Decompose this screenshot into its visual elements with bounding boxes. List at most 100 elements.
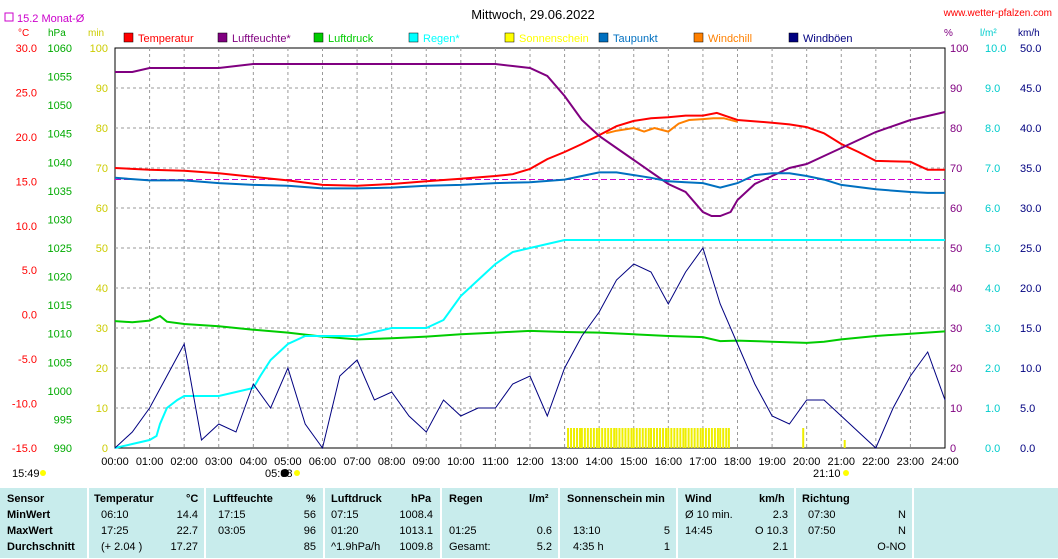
stats-col-hum [206,488,323,558]
stats-cell-rain-t: 01:25 [449,525,477,537]
stats-col-sensor [0,488,87,558]
tick-label-press: 1020 [48,272,72,284]
tick-label-wind: 25.0 [1020,243,1041,255]
moon-icon [281,469,289,477]
stats-cell-temp-t: 17:25 [101,525,129,537]
tick-label-pct: 60 [950,203,962,215]
stats-header-hum: Luftfeuchte [213,493,273,505]
stats-cell-sun-v: 1 [663,541,670,553]
stats-cell-sun-v: 5 [663,525,670,537]
stats-header-rain-unit: l/m² [529,493,549,505]
tick-label-min: 80 [96,123,108,135]
tick-label-time: 18:00 [724,456,752,468]
stats-header-wind: Wind [685,493,712,505]
tick-label-rain: 1.0 [985,403,1000,415]
unit-min: min [88,28,104,39]
stats-cell-wind-v: O 10.3 [754,525,788,537]
series-line-windb-en [114,246,946,450]
tick-label-wind: 5.0 [1020,403,1035,415]
stats-row-label: MinWert [7,509,51,521]
tick-label-min: 50 [96,243,108,255]
tick-label-time: 04:00 [240,456,268,468]
tick-label-time: 23:00 [897,456,925,468]
stats-header-wind-unit: km/h [759,493,785,505]
tick-label-pct: 80 [950,123,962,135]
legend-label: Luftfeuchte* [232,33,291,45]
sunset-icon [843,470,849,476]
stats-cell-dir-t: 07:30 [808,509,836,521]
stats-header-temp-unit: °C [186,493,199,505]
tick-label-time: 00:00 [101,456,129,468]
legend-swatch [504,32,515,43]
tick-label-pct: 0 [950,443,956,455]
stats-cell-rain-v: 5.2 [536,541,552,553]
series-line-taupunkt [114,171,945,194]
tick-label-press: 1055 [48,72,72,84]
tick-label-pct: 50 [950,243,962,255]
tick-label-rain: 5.0 [985,243,1000,255]
tick-label-temp: 15.0 [16,176,37,188]
tick-label-rain: 3.0 [985,323,1000,335]
tick-label-time: 07:00 [343,456,371,468]
sunset-label: 21:10 [813,468,841,480]
tick-label-rain: 0.0 [985,443,1000,455]
stats-col-temp [89,488,204,558]
tick-label-press: 1030 [48,214,72,226]
unit-pct: % [944,28,953,39]
tick-label-min: 0 [102,443,108,455]
tick-label-wind: 45.0 [1020,83,1041,95]
series-line-regen [114,239,945,449]
legend-swatch [123,32,134,43]
series-line-luftfeuchte [115,63,946,217]
tick-label-time: 19:00 [758,456,786,468]
tick-label-time: 22:00 [862,456,890,468]
tick-label-time: 15:00 [620,456,648,468]
tick-label-pct: 70 [950,163,962,175]
unit-rain: l/m² [980,28,997,39]
legend-swatch [217,32,228,43]
tick-label-press: 1015 [48,300,72,312]
stats-cell-rain-t: Gesamt: [449,541,491,553]
stats-cell-press-v: 1009.8 [399,541,433,553]
tick-label-press: 1035 [48,186,72,198]
stats-cell-press-v: 1013.1 [399,525,433,537]
stats-cell-temp-t: (+ 2.04 ) [101,541,143,553]
legend-label: Temperatur [138,33,194,45]
weather-chart: 30.0 25.0 20.0 15.0 10.0 5.0 0.0 -5.0 -10.0 -15.0… [4,7,1052,480]
stats-col-wind [678,488,794,558]
tick-label-rain: 9.0 [985,83,1000,95]
tick-label-min: 40 [96,283,108,295]
tick-label-temp: 20.0 [16,132,37,144]
tick-label-press: 1045 [48,129,72,141]
tick-label-temp: 10.0 [16,221,37,233]
stats-cell-dir-v: N [898,509,906,521]
stats-cell-temp-v: 17.27 [170,541,198,553]
monat-label: 15.2 Monat-Ø [17,13,85,25]
tick-label-wind: 30.0 [1020,203,1041,215]
tick-label-time: 20:00 [793,456,821,468]
stats-cell-press-v: 1008.4 [399,509,433,521]
site-label: www.wetter-pfalzen.com [943,8,1052,19]
tick-label-time: 11:00 [482,456,509,468]
stats-cell-hum-v: 56 [303,509,316,521]
stats-row-label: Durchschnitt [7,541,75,553]
stats-col-rain [442,488,558,558]
legend-swatch [788,32,799,43]
legend-label: Windchill [708,33,752,45]
series-line-luftdruck [114,314,946,344]
stats-cell-press-t: 07:15 [331,509,359,521]
tick-label-rain: 8.0 [985,123,1000,135]
stats-row-label: MaxWert [7,525,53,537]
tick-label-press: 1060 [48,43,72,55]
tick-label-press: 1050 [48,100,72,112]
tick-label-press: 995 [54,414,72,426]
tick-label-temp: -5.0 [18,354,37,366]
stats-cell-hum-v: 85 [303,541,316,553]
sunrise-icon [294,470,300,476]
stats-header-press: Luftdruck [331,493,382,505]
stats-cell-temp-v: 22.7 [176,525,198,537]
unit-temp: °C [18,28,29,39]
tick-label-temp: 0.0 [22,310,37,322]
stats-cell-wind-v: 2.3 [772,509,788,521]
stats-header-sun: Sonnenschein min [567,493,665,505]
